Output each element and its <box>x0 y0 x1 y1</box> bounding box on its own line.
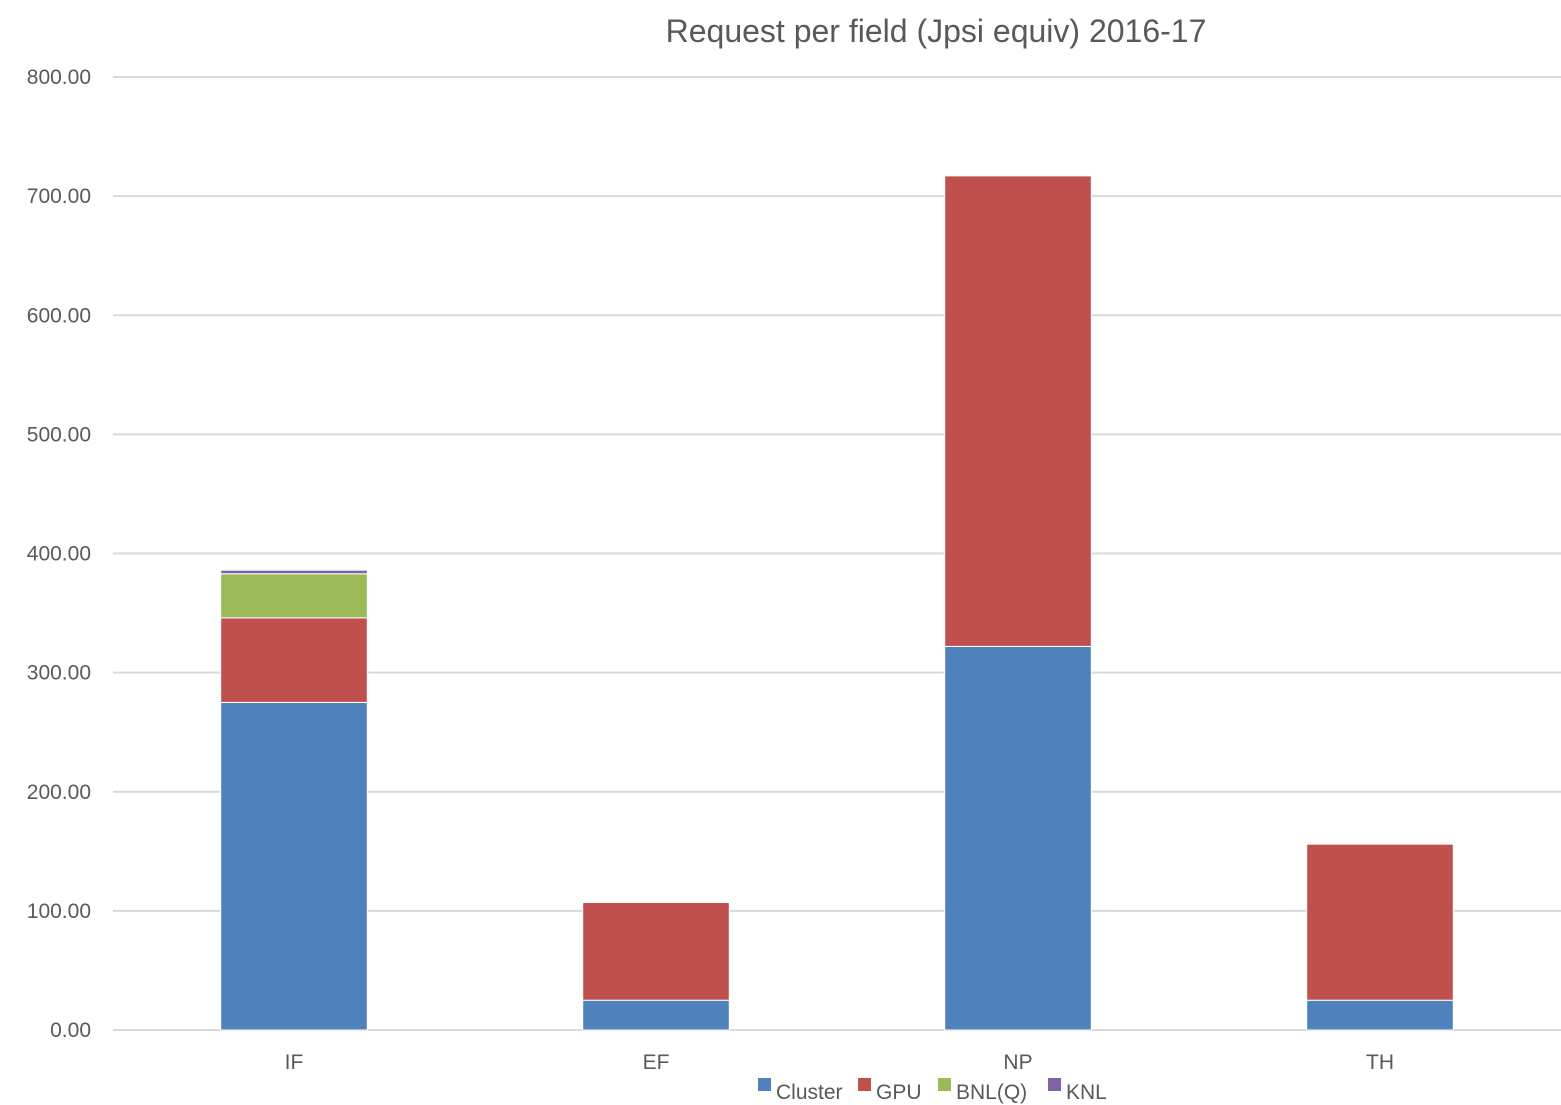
y-axis-tick-labels: 0.00 100.00 200.00 300.00 400.00 500.00 600.00… <box>27 66 91 1042</box>
x-axis-category-labels: IF EF NP TH <box>285 1051 1394 1074</box>
y-tick-label: 600.00 <box>27 304 91 327</box>
bar-np-cluster <box>944 645 1092 1031</box>
x-category-label: EF <box>643 1051 670 1074</box>
bar-th-gpu <box>1306 843 1454 1001</box>
bar-if-knl <box>220 569 368 575</box>
bar-th-cluster <box>1306 999 1454 1031</box>
y-tick-label: 800.00 <box>27 66 91 89</box>
bar-if-gpu <box>220 617 368 703</box>
y-tick-label: 700.00 <box>27 185 91 208</box>
bar-np-gpu <box>944 175 1092 647</box>
bar-ef-gpu <box>582 902 730 1001</box>
bars <box>220 175 1454 1031</box>
legend-label: Cluster <box>776 1081 843 1104</box>
legend-swatch-gpu <box>858 1078 871 1091</box>
x-category-label: NP <box>1003 1051 1032 1074</box>
y-tick-label: 400.00 <box>27 543 91 566</box>
legend-swatch-cluster <box>758 1078 771 1091</box>
legend-label: GPU <box>876 1081 922 1104</box>
legend-label: KNL <box>1066 1081 1107 1104</box>
y-tick-label: 300.00 <box>27 662 91 685</box>
y-tick-label: 0.00 <box>50 1019 91 1042</box>
y-tick-label: 500.00 <box>27 423 91 446</box>
legend-swatch-knl <box>1048 1078 1061 1091</box>
legend-label: BNL(Q) <box>956 1081 1027 1104</box>
bar-ef-cluster <box>582 999 730 1031</box>
chart-title: Request per field (Jpsi equiv) 2016-17 <box>666 13 1207 49</box>
legend-swatch-bnlq <box>938 1078 951 1091</box>
bar-if-bnlq <box>220 573 368 619</box>
x-category-label: IF <box>285 1051 304 1074</box>
bar-if-cluster <box>220 701 368 1031</box>
y-tick-label: 200.00 <box>27 781 91 804</box>
y-tick-label: 100.00 <box>27 900 91 923</box>
x-category-label: TH <box>1366 1051 1394 1074</box>
legend: Cluster GPU BNL(Q) KNL <box>758 1078 1107 1104</box>
